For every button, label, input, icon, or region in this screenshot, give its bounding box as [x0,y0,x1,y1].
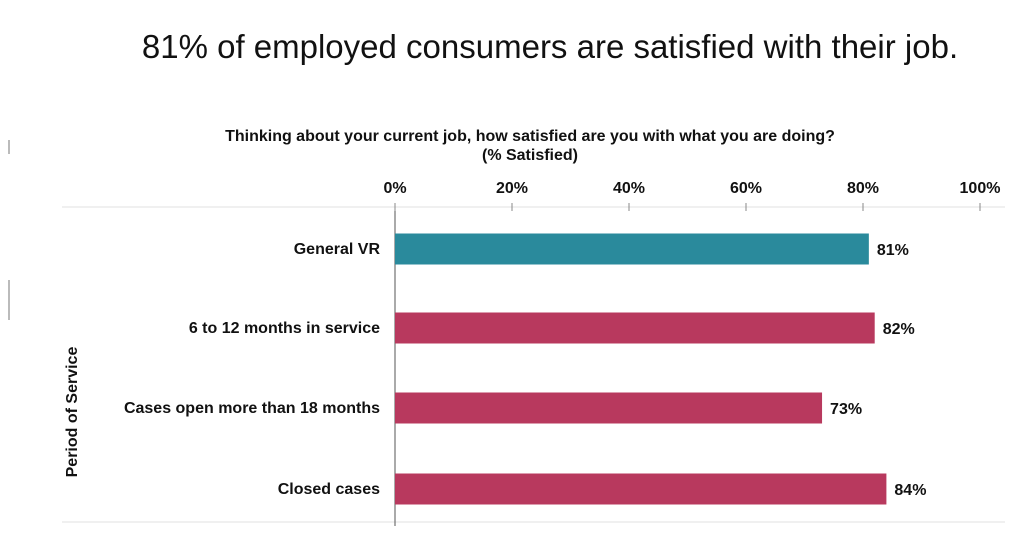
chart-subtitle: Thinking about your current job, how sat… [180,127,880,165]
category-label: Cases open more than 18 months [124,400,380,417]
subtitle-line-2: (% Satisfied) [481,147,578,164]
x-tick-label: 20% [496,180,528,197]
data-label: 73% [830,401,862,418]
bar [395,233,869,265]
x-tick-label: 100% [960,180,1001,197]
chart-title: 81% of employed consumers are satisfied … [141,28,959,65]
x-tick-label: 0% [383,180,406,197]
category-label: General VR [294,241,381,258]
data-label: 82% [883,321,915,338]
bar [395,392,823,424]
category-label: 6 to 12 months in service [189,320,380,337]
subtitle-line-1: Thinking about your current job, how sat… [225,128,835,145]
scan-edge-mark [8,280,10,320]
x-tick-label: 40% [613,180,645,197]
bar [395,473,887,505]
category-label: Closed cases [278,481,380,498]
bar [395,312,875,344]
data-label: 81% [877,242,909,259]
x-tick-label: 80% [847,180,879,197]
scan-edge-mark [8,140,10,154]
data-label: 84% [894,482,926,499]
x-tick-label: 60% [730,180,762,197]
